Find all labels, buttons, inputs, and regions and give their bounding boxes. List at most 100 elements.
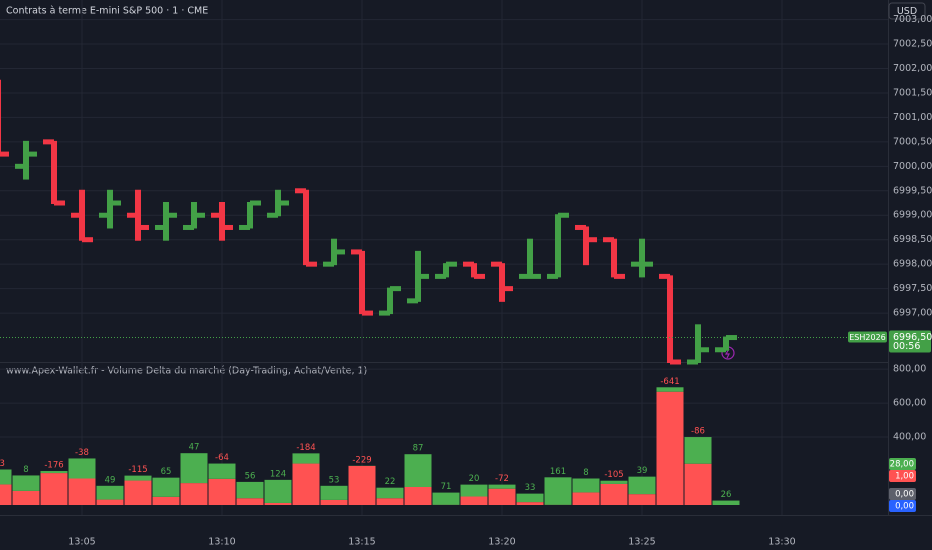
volume-bar bbox=[572, 478, 600, 493]
volume-bar bbox=[208, 478, 236, 505]
symbol-label: ESH2026 bbox=[849, 333, 886, 342]
currency-button[interactable] bbox=[888, 2, 926, 20]
volume-bar bbox=[236, 498, 264, 505]
volume-bar bbox=[628, 494, 656, 505]
volume-bar bbox=[712, 500, 740, 505]
delta-label: -641 bbox=[660, 377, 679, 387]
volume-bar bbox=[40, 473, 68, 505]
volume-bar bbox=[320, 485, 348, 500]
indicator-title: www.Apex-Wallet.fr - Volume Delta du mar… bbox=[6, 366, 367, 377]
price-tick-label: 6998,00 bbox=[893, 259, 932, 270]
ohlc-bar bbox=[239, 200, 261, 230]
volume-bar bbox=[180, 483, 208, 505]
delta-label: 71 bbox=[441, 482, 452, 492]
ohlc-bar bbox=[379, 286, 401, 316]
delta-label: 33 bbox=[525, 483, 536, 493]
delta-label: 22 bbox=[385, 477, 396, 487]
volume-tick-label: 400,00 bbox=[893, 432, 926, 443]
price-tick-label: 7002,00 bbox=[893, 63, 932, 74]
price-tick-label: 7001,50 bbox=[893, 87, 932, 98]
ohlc-bar bbox=[211, 202, 233, 241]
delta-label: 65 bbox=[161, 467, 172, 477]
delta-label: -184 bbox=[296, 443, 315, 453]
volume-bar bbox=[180, 453, 208, 484]
volume-bar bbox=[40, 471, 68, 474]
volume-bar bbox=[152, 496, 180, 505]
volume-bar bbox=[404, 486, 432, 505]
delta-label: 8 bbox=[23, 465, 28, 475]
price-tick-label: 6997,00 bbox=[893, 308, 932, 319]
ohlc-bar bbox=[603, 237, 625, 279]
ohlc-bar bbox=[71, 189, 93, 243]
delta-label: 20 bbox=[469, 474, 480, 484]
indicator-value-label: 28,00 bbox=[890, 460, 914, 470]
ohlc-bar bbox=[435, 261, 457, 279]
volume-bar bbox=[656, 387, 684, 392]
delta-label: 56 bbox=[245, 471, 256, 481]
volume-tick-label: 600,00 bbox=[893, 398, 926, 409]
ohlc-bar bbox=[43, 139, 65, 206]
price-tick-label: 6999,00 bbox=[893, 210, 932, 221]
time-tick-label: 13:15 bbox=[348, 537, 375, 548]
countdown-label: 00:56 bbox=[893, 341, 920, 352]
indicator-value-badge bbox=[889, 470, 916, 482]
volume-bar bbox=[68, 478, 96, 505]
volume-bar bbox=[432, 492, 460, 505]
price-tick-label: 6999,50 bbox=[893, 185, 932, 196]
volume-bar bbox=[572, 492, 600, 505]
ohlc-bar bbox=[99, 189, 121, 229]
volume-bar bbox=[460, 496, 488, 505]
delta-label: -72 bbox=[495, 474, 509, 484]
ohlc-bar bbox=[631, 238, 653, 278]
ohlc-bar bbox=[323, 238, 345, 267]
price-tick-label: 6997,50 bbox=[893, 283, 932, 294]
time-tick-label: 13:05 bbox=[68, 537, 95, 548]
delta-label: 53 bbox=[329, 475, 340, 485]
volume-bar bbox=[208, 463, 236, 479]
delta-label: -86 bbox=[691, 427, 705, 437]
ohlc-bar bbox=[547, 212, 569, 279]
volume-bar bbox=[236, 481, 264, 499]
ohlc-bar bbox=[687, 324, 709, 365]
ohlc-bar bbox=[127, 189, 149, 241]
time-tick-label: 13:30 bbox=[768, 537, 795, 548]
volume-bar bbox=[600, 483, 628, 505]
indicator-value-label: 1,00 bbox=[895, 472, 914, 482]
volume-bar bbox=[544, 477, 572, 505]
volume-bar bbox=[264, 479, 292, 503]
ohlc-bar bbox=[519, 238, 541, 279]
volume-bar bbox=[96, 485, 124, 500]
price-tick-label: 7000,50 bbox=[893, 136, 932, 147]
volume-bar bbox=[264, 502, 292, 505]
price-tick-label: 7003,00 bbox=[893, 14, 932, 25]
alert-bolt[interactable] bbox=[724, 348, 730, 359]
symbol-title: Contrats à terme E-mini S&P 500 · 1 · CM… bbox=[6, 6, 208, 17]
currency-label[interactable]: USD bbox=[897, 6, 917, 17]
last-price-badge bbox=[889, 330, 931, 353]
ohlc-bar bbox=[155, 202, 177, 241]
delta-label: 49 bbox=[105, 475, 116, 485]
indicator-value-badge bbox=[889, 500, 916, 512]
delta-label: -115 bbox=[128, 465, 147, 475]
delta-label: 161 bbox=[550, 467, 566, 477]
volume-bar bbox=[124, 475, 152, 481]
volume-bar bbox=[628, 476, 656, 495]
volume-bar bbox=[348, 465, 376, 505]
indicator-value-label: 0,00 bbox=[895, 490, 914, 500]
ohlc-bar bbox=[407, 250, 429, 304]
volume-bar bbox=[376, 498, 404, 505]
ohlc-bar bbox=[351, 249, 373, 316]
volume-bar bbox=[292, 453, 320, 464]
volume-bar bbox=[404, 454, 432, 487]
indicator-value-badge bbox=[889, 488, 916, 500]
volume-bar bbox=[12, 490, 40, 505]
delta-label: -64 bbox=[215, 453, 229, 463]
volume-bar bbox=[516, 502, 544, 505]
volume-bar bbox=[656, 391, 684, 505]
volume-bar bbox=[600, 480, 628, 484]
delta-label: -176 bbox=[44, 461, 63, 471]
volume-bar bbox=[152, 477, 180, 497]
delta-label: 87 bbox=[413, 444, 424, 454]
